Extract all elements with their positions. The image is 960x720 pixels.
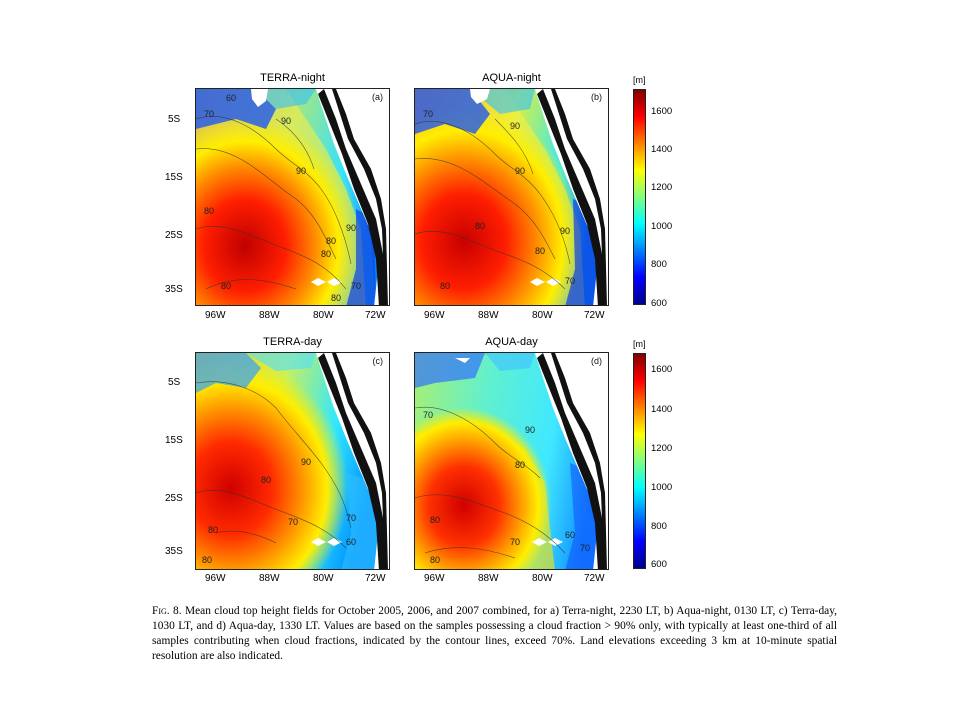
contour-label: 80 [208,525,218,535]
lat-label: 15S [165,435,183,446]
contour-label: 80 [204,206,214,216]
contour-label: 80 [430,555,440,565]
lon-label: 80W [532,310,553,321]
map-c: 90 80 70 70 80 80 60 (c) [195,352,390,570]
lon-label: 80W [313,310,334,321]
contour-label: 70 [510,537,520,547]
colorbar-tick: 1000 [651,221,673,232]
panel-tag: (d) [591,356,602,366]
colorbar-tick: 600 [651,559,667,570]
colorbar-tick: 1200 [651,443,673,454]
lat-label: 25S [165,230,183,241]
panel-title: AQUA-day [485,336,538,348]
map-d: 70 90 80 80 70 80 70 60 (d) [414,352,609,570]
lon-label: 88W [259,573,280,584]
contour-label: 90 [510,121,520,131]
lat-label: 25S [165,493,183,504]
lat-label: 5S [168,377,181,388]
contour-label: 80 [535,246,545,256]
contour-label: 80 [202,555,212,565]
contour-label: 70 [204,109,214,119]
contour-label: 80 [475,221,485,231]
panel-title: AQUA-night [482,72,541,84]
lon-label: 96W [424,573,445,584]
contour-label: 80 [331,293,341,303]
colorbar-tick: 1400 [651,144,673,155]
colorbar-tick: 1600 [651,364,673,375]
lon-label: 96W [424,310,445,321]
contour-label: 80 [515,460,525,470]
colorbar-tick: 1000 [651,482,673,493]
contour-label: 90 [296,166,306,176]
colorbar-tick: 600 [651,298,667,309]
colorbar-tick: 800 [651,259,667,270]
colorbar-tick: 1400 [651,404,673,415]
contour-label: 70 [288,517,298,527]
lon-label: 80W [532,573,553,584]
contour-label: 90 [281,116,291,126]
panel-tag: (a) [372,92,383,102]
contour-label: 80 [430,515,440,525]
lon-label: 80W [313,573,334,584]
contour-label: 60 [565,530,575,540]
contour-label: 70 [580,543,590,553]
figure-caption: Fig. 8. Mean cloud top height fields for… [152,604,837,664]
contour-label: 70 [423,109,433,119]
panel-title: TERRA-day [263,336,322,348]
lon-label: 88W [478,310,499,321]
panel-tag: (c) [372,356,384,366]
contour-label: 80 [261,475,271,485]
colorbar-top [633,89,646,305]
lon-label: 96W [205,310,226,321]
colorbar-unit: [m] [633,339,646,349]
lat-label: 35S [165,546,183,557]
figure-label: Fig. 8. [152,605,182,617]
contour-label: 70 [351,281,361,291]
contour-label: 60 [226,93,236,103]
contour-label: 70 [423,410,433,420]
contour-label: 90 [560,226,570,236]
lon-label: 88W [478,573,499,584]
lat-label: 35S [165,284,183,295]
lat-label: 15S [165,172,183,183]
contour-label: 70 [565,276,575,286]
colorbar-tick: 1200 [651,182,673,193]
lon-label: 88W [259,310,280,321]
contour-label: 80 [326,236,336,246]
contour-label: 80 [440,281,450,291]
contour-label: 90 [346,223,356,233]
colorbar-tick: 1600 [651,106,673,117]
contour-label: 90 [525,425,535,435]
lon-label: 72W [584,573,605,584]
contour-label: 80 [221,281,231,291]
lon-label: 72W [584,310,605,321]
contour-label: 70 [346,513,356,523]
lat-label: 5S [168,114,181,125]
lon-label: 72W [365,573,386,584]
colorbar-bottom [633,353,646,569]
panel-title: TERRA-night [260,72,325,84]
contour-label: 80 [321,249,331,259]
lon-label: 72W [365,310,386,321]
lon-label: 96W [205,573,226,584]
contour-label: 60 [346,537,356,547]
colorbar-tick: 800 [651,521,667,532]
map-a: 70 60 90 90 80 80 90 80 70 80 80 (a) [195,88,390,306]
caption-text: Mean cloud top height fields for October… [152,605,837,662]
contour-label: 90 [301,457,311,467]
colorbar-unit: [m] [633,75,646,85]
map-b: 70 90 90 80 90 80 80 70 (b) [414,88,609,306]
panel-tag: (b) [591,92,602,102]
contour-label: 90 [515,166,525,176]
